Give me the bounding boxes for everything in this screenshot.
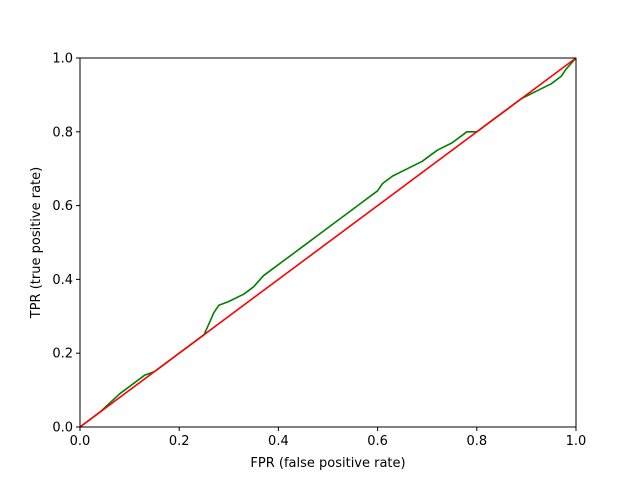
axes-frame — [79, 57, 577, 428]
x-tick-label: 0.4 — [268, 434, 289, 449]
y-tick-label: 0.8 — [52, 125, 73, 140]
y-tick-label: 1.0 — [52, 52, 73, 67]
y-tick-label: 0.4 — [52, 273, 73, 288]
y-tick-label: 0.6 — [52, 199, 73, 214]
x-tick-label: 0.6 — [367, 434, 388, 449]
y-tick-label: 0.0 — [52, 421, 73, 436]
y-axis-label: TPR (true positive rate) — [29, 167, 44, 319]
x-tick-label: 0.2 — [169, 434, 190, 449]
plot-area — [79, 57, 577, 428]
series-line-1 — [79, 57, 577, 428]
x-tick-label: 0.0 — [70, 434, 91, 449]
y-tick-label: 0.2 — [52, 347, 73, 362]
x-tick-label: 0.8 — [466, 434, 487, 449]
axis-ticks: 0.0 0.2 0.4 0.6 0.8 1.0 0.0 0.2 0.4 0.6 0.8 1.0 — [52, 52, 586, 450]
x-tick-label: 1.0 — [566, 434, 587, 449]
x-axis-label: FPR (false positive rate) — [250, 456, 405, 471]
